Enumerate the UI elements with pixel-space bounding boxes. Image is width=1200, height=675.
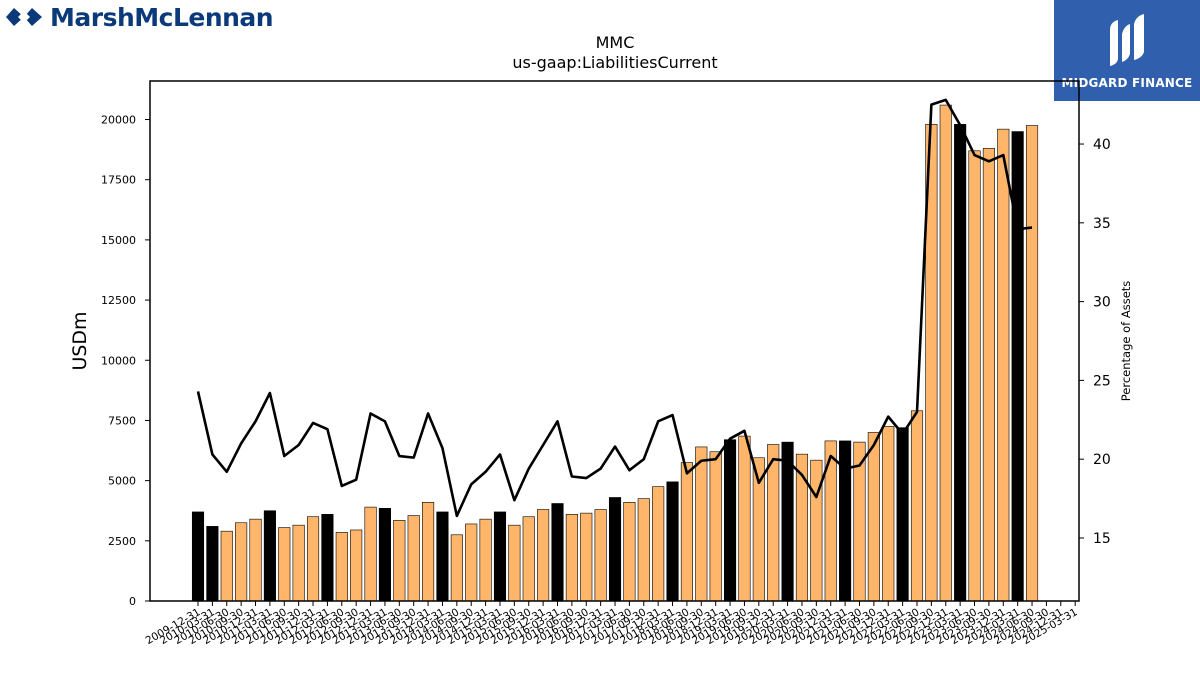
y-tick-label-3: 7500 <box>108 414 136 427</box>
bar-30 <box>623 501 636 602</box>
bar-1 <box>206 526 219 602</box>
marsh-mclennan-wordmark: MarshMcLennan <box>50 2 274 32</box>
line-series <box>196 98 1033 518</box>
bar-50 <box>910 410 924 602</box>
bar-47 <box>867 432 880 602</box>
y-tick-label-8: 20000 <box>101 114 136 127</box>
bar-29 <box>608 497 622 602</box>
bar-52 <box>939 104 952 602</box>
bar-9 <box>321 514 334 602</box>
bar-17 <box>436 511 449 602</box>
bar-6 <box>278 527 291 602</box>
bar-43 <box>810 459 823 602</box>
chart-subtitle: us-gaap:LiabilitiesCurrent <box>512 53 717 72</box>
right-y-axis: 15 20 25 30 35 40 <box>1079 137 1111 547</box>
bar-22 <box>508 524 521 602</box>
bar-series <box>191 104 1039 602</box>
bar-8 <box>306 516 320 602</box>
y-tick-label-5: 12500 <box>101 294 136 307</box>
bar-24 <box>537 509 550 602</box>
bar-31 <box>637 498 650 602</box>
bar-5 <box>263 510 276 602</box>
bar-3 <box>235 522 248 602</box>
y-axis-label: USDm <box>69 311 91 370</box>
bar-4 <box>249 518 262 602</box>
bar-7 <box>292 524 305 602</box>
bar-36 <box>709 451 722 602</box>
bar-15 <box>407 515 420 602</box>
bar-28 <box>594 509 607 602</box>
bar-53 <box>954 124 967 602</box>
bar-13 <box>378 508 391 602</box>
bar-33 <box>666 481 679 602</box>
bar-37 <box>724 439 737 602</box>
bar-23 <box>522 516 535 602</box>
bar-0 <box>191 511 205 602</box>
y2-tick-label-3: 30 <box>1093 295 1111 311</box>
bar-32 <box>652 486 665 602</box>
y2-tick-label-5: 40 <box>1093 137 1111 153</box>
bar-25 <box>551 503 564 602</box>
midgard-finance-logo: MIDGARD FINANCE <box>1054 0 1200 101</box>
midgard-mark-icon <box>1110 13 1144 66</box>
bar-48 <box>882 426 895 602</box>
bar-58 <box>1025 125 1039 602</box>
y2-tick-label-2: 25 <box>1093 373 1111 389</box>
y2-tick-label-1: 20 <box>1093 452 1111 468</box>
plot-frame <box>149 80 1080 602</box>
y-tick-label-0: 0 <box>129 595 136 608</box>
bar-20 <box>479 518 492 602</box>
y2-tick-label-0: 15 <box>1093 531 1111 547</box>
percentage-line <box>196 98 1033 518</box>
midgard-wordmark: MIDGARD FINANCE <box>1061 75 1193 90</box>
bar-2 <box>220 530 233 602</box>
y-tick-label-2: 5000 <box>108 475 136 488</box>
bar-14 <box>393 520 406 602</box>
x-axis: 2009-12-312010-03-312010-06-302010-09-30… <box>144 601 1080 647</box>
bar-55 <box>982 148 995 602</box>
bar-49 <box>896 427 909 602</box>
bar-35 <box>695 446 708 602</box>
y-tick-label-4: 10000 <box>101 354 136 367</box>
bar-27 <box>580 512 593 602</box>
y2-tick-label-4: 35 <box>1093 216 1111 232</box>
marsh-mclennan-logo: MarshMcLennan <box>4 2 274 32</box>
bar-38 <box>738 435 751 602</box>
bar-34 <box>680 462 693 602</box>
bar-16 <box>422 501 435 602</box>
bar-11 <box>350 529 363 602</box>
bar-21 <box>493 511 507 602</box>
bar-10 <box>335 532 348 602</box>
marsh-mclennan-mark-icon <box>6 8 42 26</box>
bar-12 <box>364 506 377 602</box>
bar-54 <box>968 150 981 602</box>
y-tick-label-7: 17500 <box>101 174 136 187</box>
chart-title: MMC <box>596 33 635 52</box>
bar-19 <box>465 523 478 602</box>
bar-26 <box>565 514 578 602</box>
bar-18 <box>450 534 463 602</box>
y2-axis-label: Percentage of Assets <box>1119 281 1133 402</box>
bar-56 <box>997 128 1010 602</box>
y-tick-label-6: 15000 <box>101 234 136 247</box>
left-y-axis: 0 2500 5000 7500 10000 12500 15000 17500 20000 <box>101 114 150 608</box>
y-tick-label-1: 2500 <box>108 535 136 548</box>
